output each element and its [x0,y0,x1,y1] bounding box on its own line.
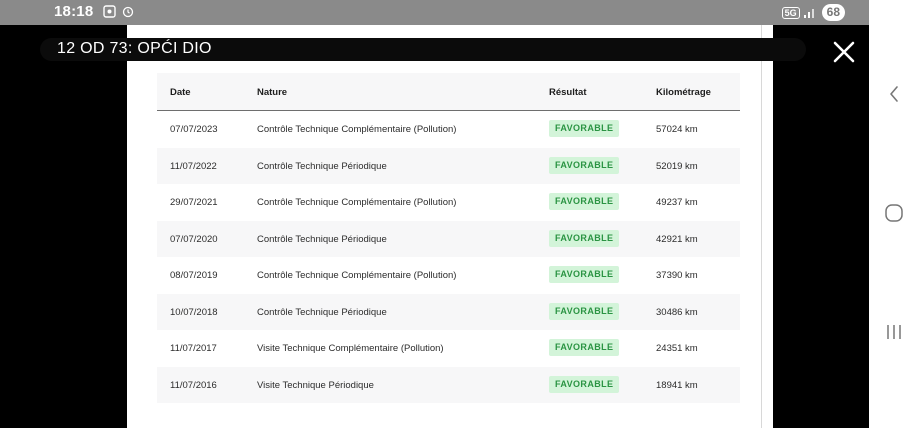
back-icon [890,86,898,102]
signal-icon [803,9,814,18]
table-header: Date Nature Résultat Kilométrage [157,73,740,111]
table-row: 11/07/2016 Visite Technique Périodique F… [157,366,740,403]
video-title-bar [40,38,806,61]
cell-date: 11/07/2022 [170,160,217,172]
inspection-history-table: Date Nature Résultat Kilométrage 07/07/2… [157,73,740,403]
battery-level: 68 [821,4,845,21]
cell-mileage: 18941 km [656,379,698,391]
close-button[interactable] [830,38,858,66]
result-badge: FAVORABLE [549,266,620,283]
cell-date: 07/07/2023 [170,124,218,135]
home-button[interactable] [881,200,907,226]
cell-nature: Contrôle Technique Complémentaire (Pollu… [257,124,457,135]
result-badge: FAVORABLE [549,339,620,356]
result-badge: FAVORABLE [549,193,620,210]
cell-mileage: 37390 km [656,270,698,281]
cell-nature: Contrôle Technique Périodique [257,160,387,172]
close-icon [833,41,855,63]
cell-date: 07/07/2020 [170,233,218,245]
system-nav-bar [869,0,919,428]
cell-nature: Contrôle Technique Périodique [257,306,387,318]
cell-mileage: 24351 km [656,343,698,354]
cell-nature: Visite Technique Complémentaire (Polluti… [257,343,444,354]
cell-mileage: 57024 km [656,124,698,135]
home-icon [885,204,903,222]
system-indicators: 5G 68 [781,4,845,21]
notification-icons [103,5,136,23]
clock: 18:18 [54,3,94,20]
table-row: 07/07/2023 Contrôle Technique Complément… [157,111,740,148]
result-badge: FAVORABLE [549,375,620,393]
alarm-icon [123,6,134,18]
video-viewport: 18:18 5G 68 12 OD 73: OPĆI DIO [0,0,869,428]
table-row: 08/07/2019 Contrôle Technique Complément… [157,257,740,294]
cell-mileage: 30486 km [656,306,698,318]
cell-date: 11/07/2016 [170,379,217,391]
table-row: 11/07/2017 Visite Technique Complémentai… [157,330,740,367]
header-nature: Nature [257,87,288,98]
status-bar: 18:18 5G 68 [0,0,869,25]
result-badge: FAVORABLE [549,156,620,174]
cell-nature: Contrôle Technique Périodique [257,233,387,245]
cell-nature: Contrôle Technique Complémentaire (Pollu… [257,270,457,281]
table-row: 11/07/2022 Contrôle Technique Périodique… [157,147,740,184]
page-divider [761,25,762,428]
cell-mileage: 52019 km [656,160,698,172]
table-row: 07/07/2020 Contrôle Technique Périodique… [157,220,740,257]
cell-nature: Visite Technique Périodique [257,379,374,391]
video-title: 12 OD 73: OPĆI DIO [57,40,212,57]
recents-button[interactable] [881,319,907,345]
result-badge: FAVORABLE [549,229,620,247]
header-date: Date [170,87,191,98]
header-result: Résultat [549,87,587,98]
table-row: 29/07/2021 Contrôle Technique Complément… [157,184,740,221]
cell-date: 10/07/2018 [170,306,218,318]
result-badge: FAVORABLE [549,120,620,137]
cell-date: 29/07/2021 [170,197,218,208]
cell-date: 08/07/2019 [170,270,218,281]
cell-nature: Contrôle Technique Complémentaire (Pollu… [257,197,457,208]
result-badge: FAVORABLE [549,302,620,320]
table-row: 10/07/2018 Contrôle Technique Périodique… [157,293,740,330]
recents-icon [887,325,901,339]
screenshot-icon [103,5,116,18]
network-type: 5G [781,6,800,19]
cell-mileage: 42921 km [656,233,698,245]
header-mileage: Kilométrage [656,87,711,98]
back-button[interactable] [881,81,907,107]
cell-mileage: 49237 km [656,197,698,208]
cell-date: 11/07/2017 [170,343,217,354]
